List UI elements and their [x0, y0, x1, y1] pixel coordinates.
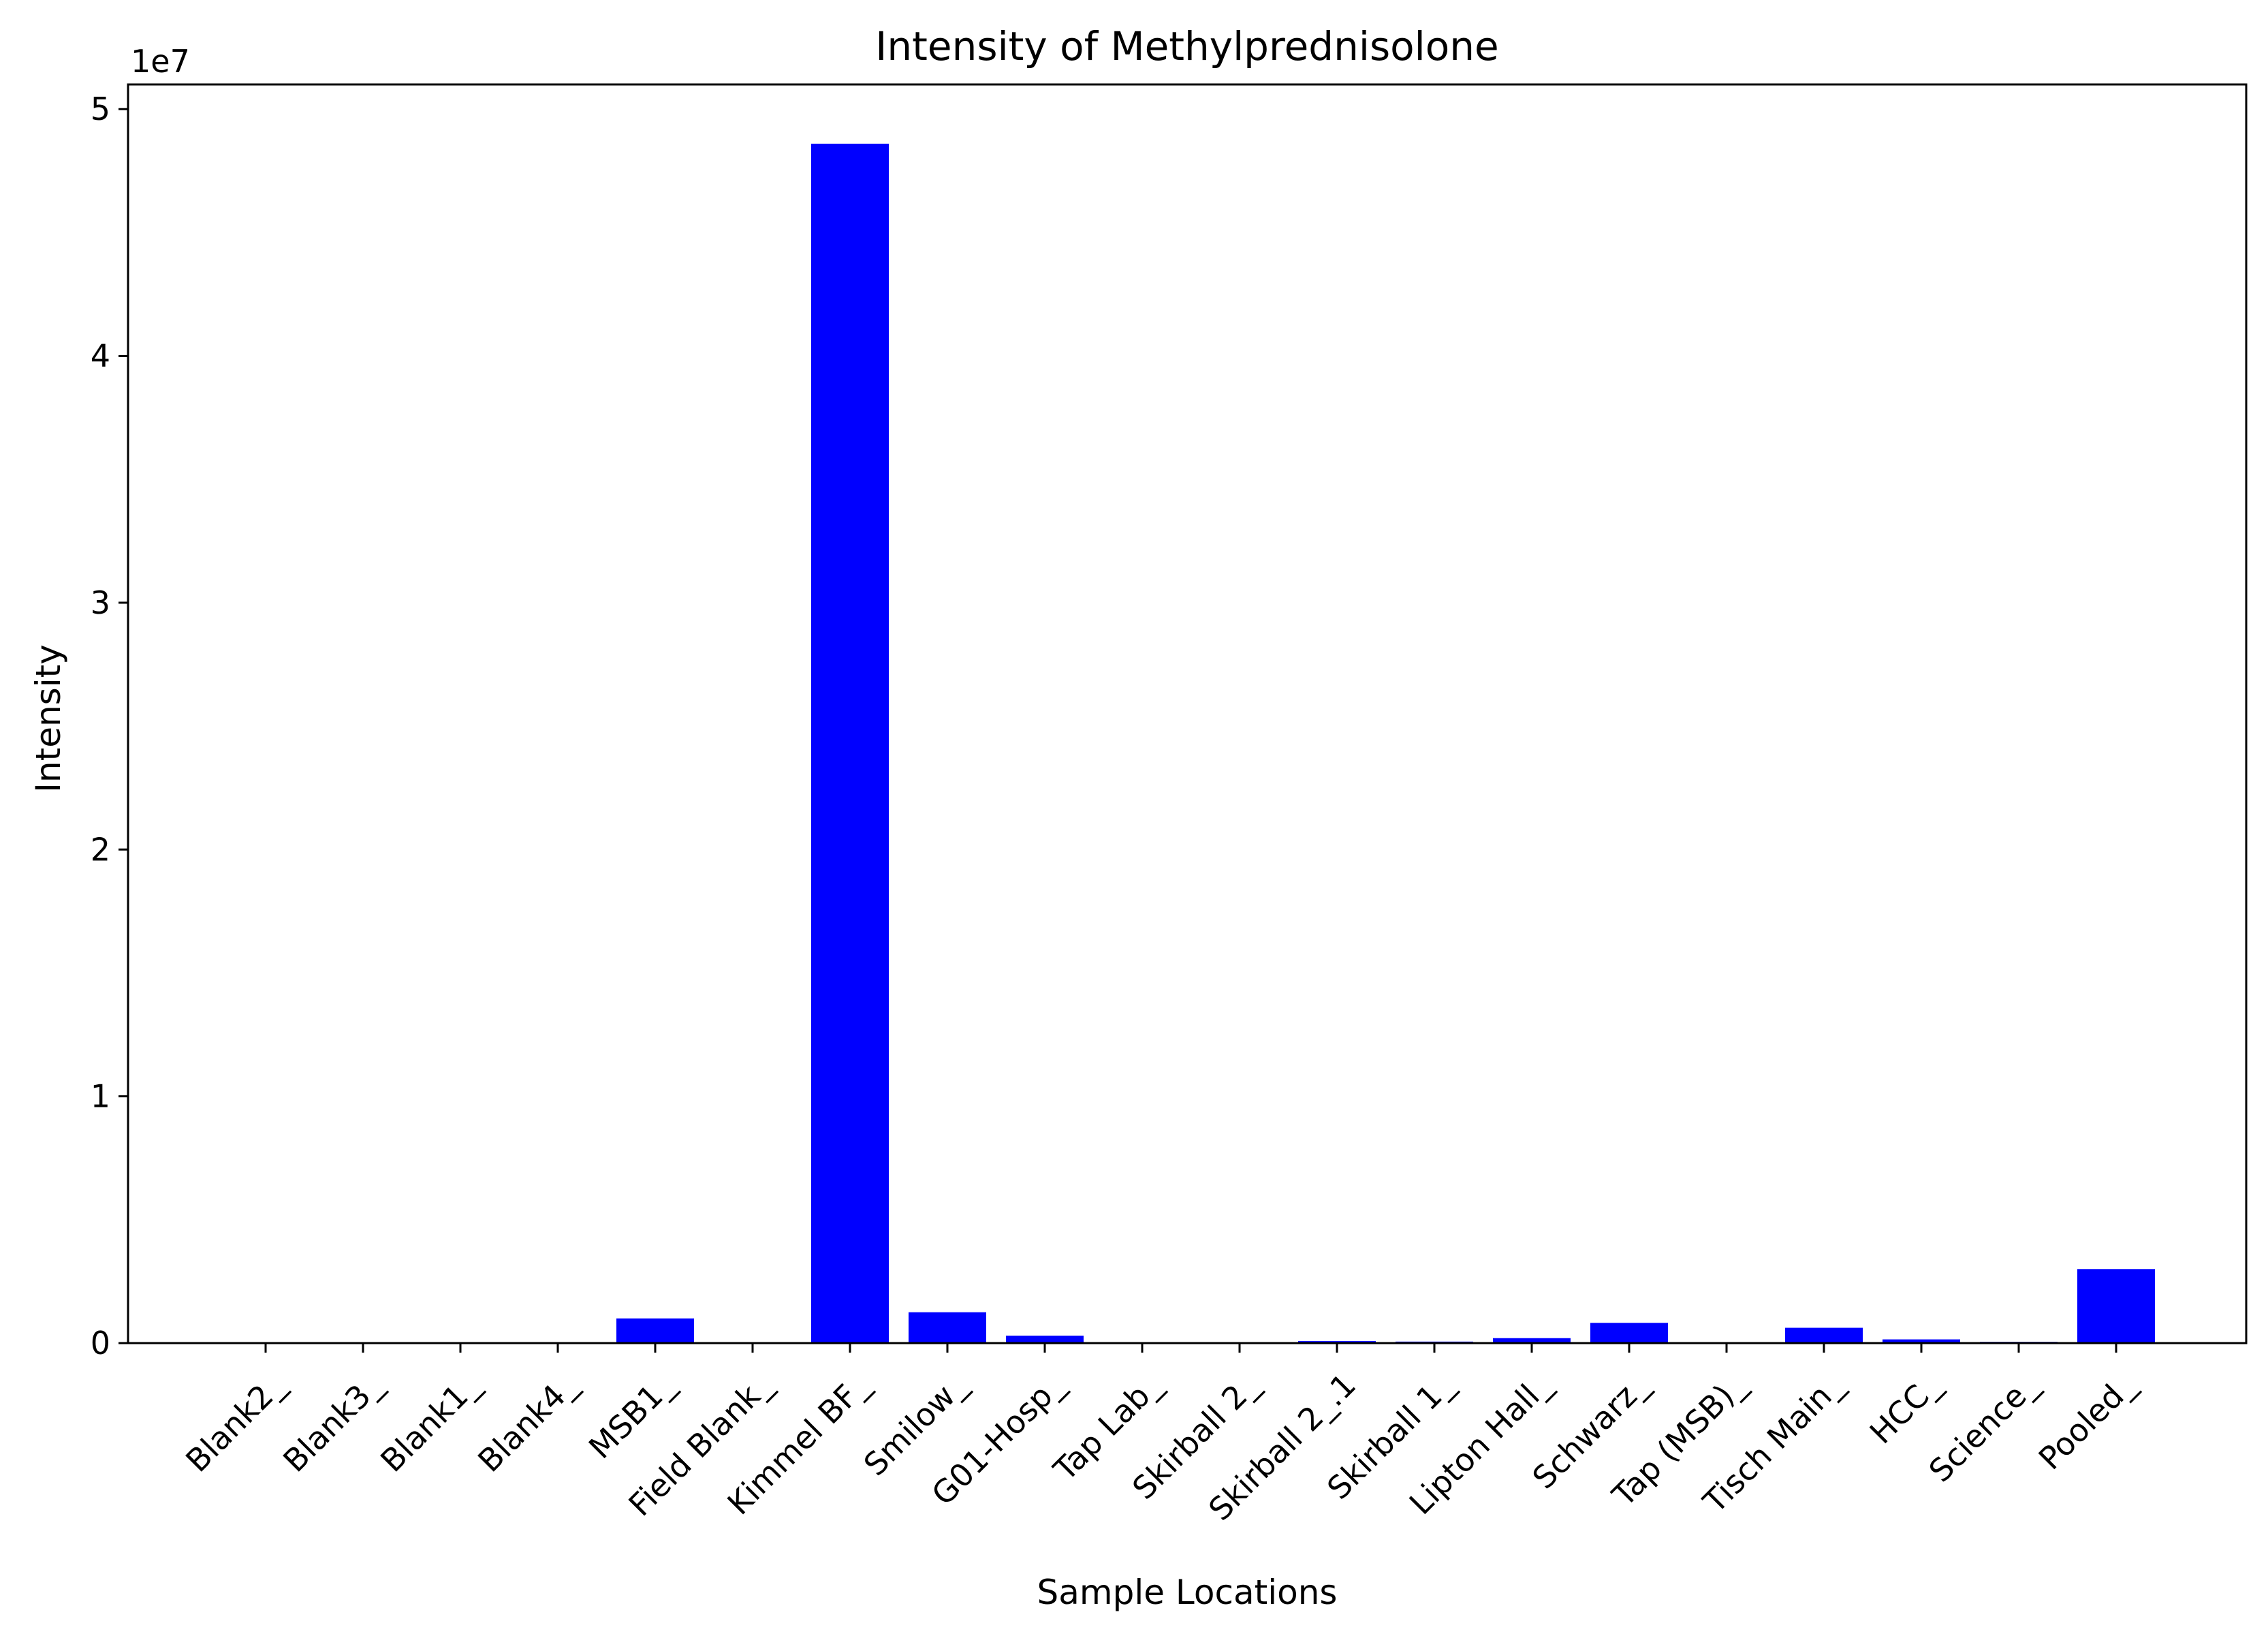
bar	[811, 143, 889, 1343]
y-tick-label: 3	[91, 584, 110, 621]
x-tick-label: Blank4_	[471, 1366, 584, 1479]
bar	[909, 1312, 986, 1343]
x-tick-label: HCC_	[1863, 1366, 1948, 1451]
bars-group	[616, 143, 2155, 1343]
x-tick-label: MSB1_	[582, 1366, 682, 1466]
x-tick-label: Pooled_	[2032, 1366, 2143, 1477]
y-axis-offset-label: 1e7	[131, 43, 190, 80]
bar	[1006, 1336, 1084, 1343]
bar	[1590, 1323, 1668, 1343]
y-tick-label: 4	[91, 338, 110, 375]
x-tick-label: Blank3_	[276, 1366, 390, 1479]
y-tick-label: 1	[91, 1078, 110, 1115]
bar	[616, 1318, 694, 1343]
bar	[1493, 1338, 1571, 1343]
y-tick-label: 2	[91, 831, 110, 868]
y-tick-label: 0	[91, 1325, 110, 1361]
x-tick-label: Blank1_	[373, 1366, 487, 1479]
y-axis-label: Intensity	[29, 644, 68, 793]
x-tick-label: Blank2_	[178, 1366, 292, 1479]
bar	[1785, 1327, 1863, 1343]
y-tick-label: 5	[91, 91, 110, 127]
x-axis-ticks: Blank2_Blank3_Blank1_Blank4_MSB1_Field B…	[178, 1343, 2143, 1528]
bar	[2077, 1269, 2155, 1343]
x-tick-label: Science_	[1922, 1366, 2045, 1489]
bar	[1883, 1339, 1960, 1343]
plot-frame	[127, 83, 2248, 1344]
y-axis-ticks: 0 1 2 3 4 5	[91, 91, 128, 1361]
chart-title: Intensity of Methylprednisolone	[875, 23, 1498, 69]
x-axis-label: Sample Locations	[1037, 1573, 1338, 1612]
